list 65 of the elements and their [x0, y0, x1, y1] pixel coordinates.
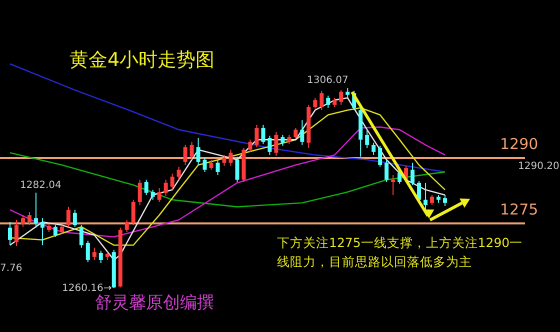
chart-title: 黄金4小时走势图 [69, 49, 215, 71]
annotation: 1282.04 [20, 180, 62, 191]
candlestick [170, 173, 174, 190]
candlestick [164, 179, 168, 196]
candlestick [339, 90, 344, 106]
candlestick [346, 88, 350, 98]
candlestick [190, 141, 194, 160]
candlestick [27, 212, 32, 226]
candlestick [40, 218, 44, 246]
candlestick [66, 206, 70, 228]
candlestick [430, 194, 434, 206]
candlestick [365, 129, 370, 148]
annotation: 下方关注1275一线支撑，上方关注1290一线阻力，目前思路以回落低多为主 [277, 235, 523, 269]
candlestick [274, 131, 278, 156]
candlestick [222, 154, 226, 166]
candlestick [261, 124, 266, 145]
text: 舒灵馨原创编撰 [95, 293, 214, 313]
candlestick [320, 90, 324, 111]
candlestick [196, 137, 200, 166]
candlestick [287, 134, 292, 145]
candlestick [228, 149, 233, 166]
candlestick [378, 145, 382, 168]
candlestick [300, 120, 304, 146]
candlestick [254, 124, 259, 148]
candlestick [176, 166, 181, 180]
ref-line-label: 1275 [500, 200, 538, 218]
candlestick [326, 95, 330, 108]
candlestick [183, 144, 188, 166]
candlestick [157, 188, 162, 203]
candlestick [410, 162, 415, 186]
candlestick [313, 97, 318, 110]
candlestick [235, 156, 240, 182]
candlestick [248, 139, 252, 152]
candlestick [294, 127, 298, 140]
candlestick [86, 240, 90, 263]
text: 1306.07 [307, 75, 348, 86]
candlestick [144, 179, 148, 196]
ref-line-label: 1290 [500, 135, 538, 154]
candlestick [216, 159, 220, 176]
annotation: 1260.16→ [62, 283, 112, 294]
candlestick [53, 224, 58, 238]
candlestick [209, 159, 214, 170]
candlestick [384, 159, 389, 182]
candlestick [391, 174, 396, 196]
candlestick [372, 142, 376, 156]
candlestick [72, 209, 77, 228]
candlestick [98, 250, 103, 264]
candlestick [124, 219, 129, 233]
candlestick [280, 134, 285, 146]
candlestick [131, 199, 136, 226]
candlestick [92, 247, 96, 260]
candlestick [20, 214, 25, 228]
candlestick [202, 158, 207, 172]
candlestick [398, 170, 402, 184]
candlestick [268, 135, 272, 156]
text: 1290.20 [518, 161, 560, 172]
candlestick [34, 192, 38, 228]
candlestick [443, 194, 447, 206]
candlestick [8, 222, 12, 246]
candlestick [14, 219, 18, 247]
candlestick [138, 179, 142, 206]
candlestick [150, 189, 155, 200]
candlestick [332, 97, 337, 108]
candlestick [79, 224, 84, 248]
annotation: 7.76 [0, 263, 22, 274]
